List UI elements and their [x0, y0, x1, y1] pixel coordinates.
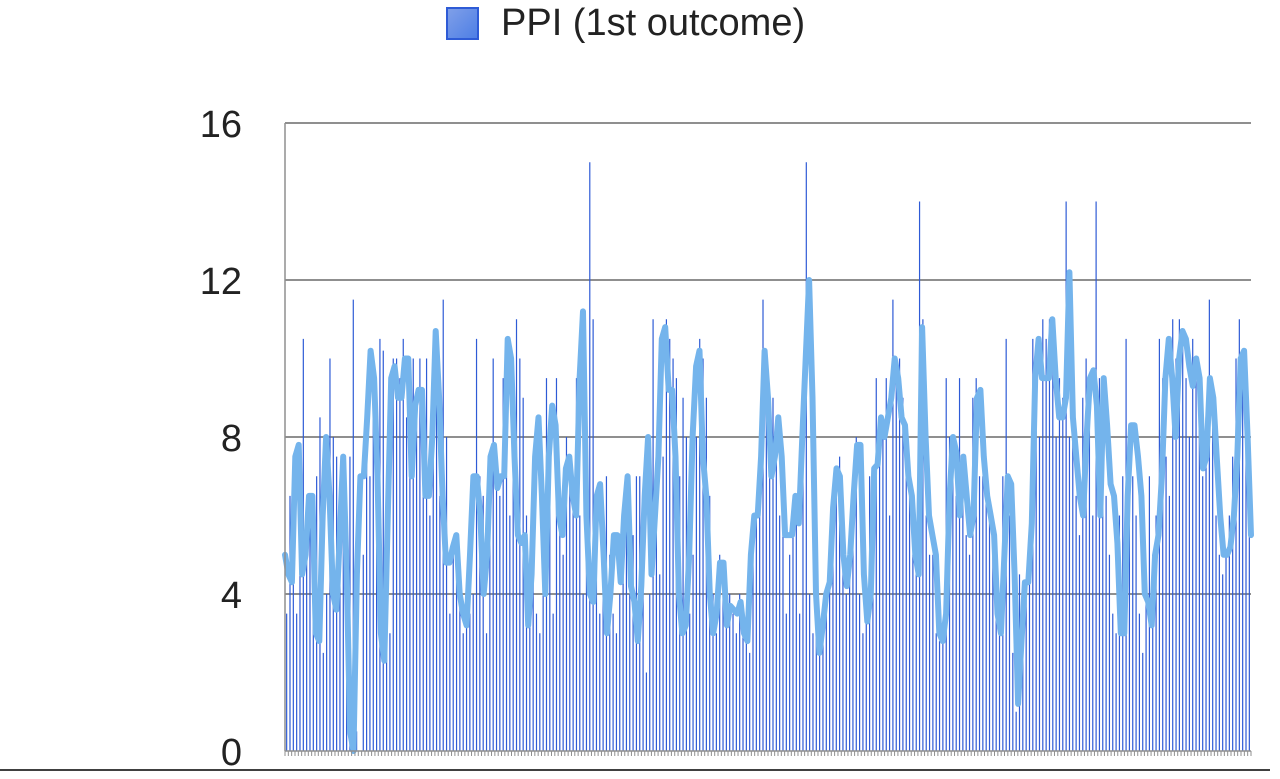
y-tick-label: 0 — [221, 732, 242, 774]
y-tick-label: 8 — [221, 418, 242, 460]
y-tick-label: 4 — [221, 575, 242, 617]
y-tick-label: 12 — [200, 261, 242, 303]
legend-swatch — [446, 6, 479, 40]
legend: PPI (1st outcome) — [446, 2, 805, 44]
series-line — [282, 269, 1254, 754]
y-tick-label: 16 — [200, 104, 242, 146]
legend-label: PPI (1st outcome) — [501, 1, 806, 44]
